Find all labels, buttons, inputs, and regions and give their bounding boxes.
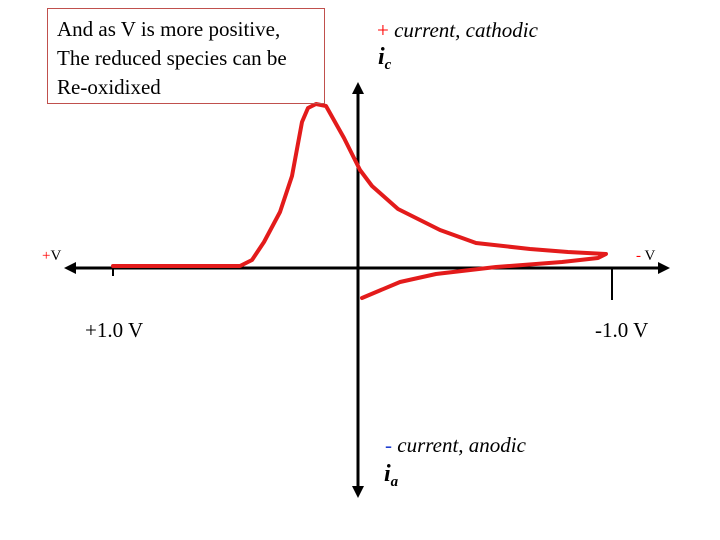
anodic-current-label: - current, anodic bbox=[385, 433, 526, 458]
cathodic-text: current, cathodic bbox=[394, 18, 538, 42]
voltammogram-curve bbox=[111, 102, 608, 300]
positive-potential-value: +1.0 V bbox=[85, 318, 144, 342]
negative-potential-end-label: - V bbox=[636, 248, 656, 264]
callout-line-1: And as V is more positive, bbox=[57, 17, 281, 41]
cathodic-current-symbol: ic bbox=[378, 44, 392, 73]
anodic-sign: - bbox=[385, 433, 392, 457]
negative-potential-value: -1.0 V bbox=[595, 318, 649, 342]
callout-line-2: The reduced species can be bbox=[57, 46, 287, 70]
explanation-callout: And as V is more positive, The reduced s… bbox=[47, 8, 325, 104]
anodic-current-symbol: ia bbox=[384, 461, 399, 490]
anodic-text: current, anodic bbox=[397, 433, 526, 457]
cathodic-current-label: + current, cathodic bbox=[377, 18, 538, 43]
callout-line-3: Re-oxidixed bbox=[57, 75, 161, 99]
positive-potential-end-label: +V bbox=[42, 248, 62, 264]
cathodic-sign: + bbox=[377, 18, 389, 42]
